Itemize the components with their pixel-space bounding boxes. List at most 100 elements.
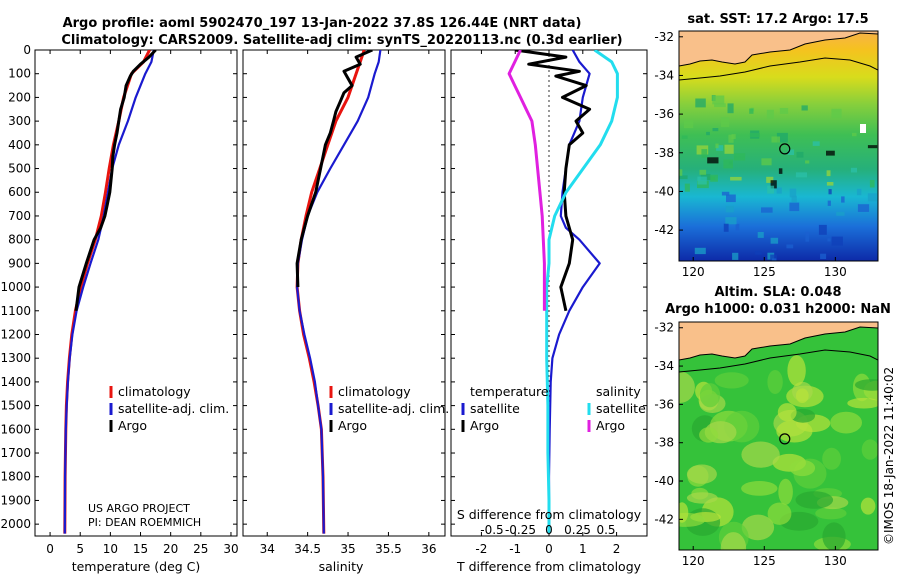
series-line-argo [295, 50, 373, 288]
sst-pixel-blob [857, 204, 870, 212]
map-x-tick-label: 130 [824, 265, 847, 279]
sst-pixel-blob [789, 188, 797, 198]
sst-pixel-blob [771, 136, 780, 143]
sst-pixel-blob [852, 132, 857, 137]
x-tick-label: 5 [76, 542, 84, 556]
sst-pixel-blob [732, 252, 739, 260]
sst-pixel-blob [726, 194, 736, 203]
sst-pixel-blob [869, 179, 875, 188]
y-tick-label: 1000 [0, 280, 31, 294]
sla-anomaly-blob [741, 481, 778, 496]
sla-anomaly-blob [815, 507, 847, 520]
sst-pixel-blob [728, 134, 734, 143]
map-x-tick-label: 125 [753, 554, 776, 568]
map-y-tick-label: -32 [654, 321, 674, 335]
y-tick-label: 1100 [0, 304, 31, 318]
temperature-plot-frame [34, 49, 238, 537]
sst-pixel-blob [723, 223, 729, 232]
s-tick-label: 0.5 [596, 523, 615, 537]
sst-pixel-blob [771, 258, 777, 261]
sst-pixel-blob [867, 145, 878, 149]
sla-anomaly-blob [714, 372, 749, 389]
x-tick-label: 10 [103, 542, 118, 556]
s-tick-label: -0.25 [505, 523, 536, 537]
series-line-s-argo [507, 50, 546, 311]
sst-pixel-blob [694, 247, 706, 255]
sla-anomaly-blob [686, 492, 718, 504]
legend-header-salinity: salinity [596, 384, 641, 399]
map-y-tick-label: -36 [654, 397, 674, 411]
series-line-satellite-adj-clim- [63, 50, 155, 534]
sst-pixel-blob [710, 174, 718, 182]
s-tick-label: 0.25 [564, 523, 591, 537]
y-tick-label: 800 [8, 233, 31, 247]
sla-anomaly-blob [861, 439, 878, 460]
y-tick-label: 300 [8, 114, 31, 128]
sla-anomaly-blob [777, 403, 797, 422]
sst-pixel-blob [720, 117, 730, 127]
shelf-contour [679, 57, 878, 81]
sst-pixel-blob [828, 189, 832, 195]
land-mask [679, 31, 878, 66]
sla-map-title-line1: Altim. SLA: 0.048 [715, 285, 842, 300]
sst-map-image [679, 31, 878, 261]
sst-pixel-blob [715, 143, 719, 149]
sst-pixel-blob [796, 151, 804, 158]
sst-map-panel: sat. SST: 17.2 Argo: 17.5 120 125 130 -32 -3… [654, 12, 879, 279]
sla-map-image [679, 322, 878, 550]
sst-pixel-blob [755, 251, 762, 255]
sla-map-title-line2: Argo h1000: 0.031 h2000: NaN [665, 302, 891, 317]
y-tick-label: 1200 [0, 327, 31, 341]
map-y-tick-label: -32 [654, 30, 674, 44]
sst-pixel-blob [770, 180, 777, 189]
sst-pixel-blob [826, 182, 834, 186]
t-difference-xlabel: T difference from climatology [456, 559, 642, 574]
salinity-axis-ticks: 34 34.5 35 35.5 36 [243, 49, 445, 556]
s-tick-label: -0.5 [480, 523, 503, 537]
sla-anomaly-blob [741, 441, 780, 468]
sst-pixel-blob [820, 253, 827, 259]
temperature-axis-ticks: 0100200300400500600700800900100011001200… [0, 43, 238, 556]
sst-pixel-blob [683, 120, 694, 129]
map-y-tick-label: -38 [654, 436, 674, 450]
x-tick-label: 1 [579, 542, 587, 556]
y-tick-label: 700 [8, 209, 31, 223]
argo-location-marker [779, 143, 791, 155]
sst-map-title: sat. SST: 17.2 Argo: 17.5 [687, 12, 868, 27]
difference-panel: -2 -1 0 1 2 S difference from climatology -0… [450, 49, 648, 574]
sst-pixel-blob [701, 149, 708, 158]
sst-pixel-blob [761, 158, 772, 166]
sst-pixel-blob [827, 200, 831, 206]
sst-pixel-blob [836, 211, 845, 216]
s-difference-label: S difference from climatology [457, 507, 642, 522]
temperature-legend: climatology satellite-adj. clim. Argo [109, 384, 229, 433]
x-tick-label: 35 [340, 542, 355, 556]
sla-anomaly-blob [860, 497, 876, 515]
legend-label-s-argo: Argo [596, 418, 625, 433]
sst-pixel-blob [766, 176, 774, 183]
sst-pixel-blob [723, 159, 733, 169]
sla-anomaly-blob [679, 371, 695, 403]
x-tick-label: -2 [475, 542, 487, 556]
sst-pixel-blob [721, 191, 730, 196]
sla-anomaly-blob [795, 388, 809, 404]
map-y-tick-label: -34 [654, 359, 674, 373]
legend-label-s-satellite: satellite [596, 401, 646, 416]
x-tick-label: 20 [163, 542, 178, 556]
sst-pixel-blob [789, 202, 800, 212]
sla-anomaly-blob [699, 383, 721, 408]
y-tick-label: 400 [8, 138, 31, 152]
missing-data-patch [860, 124, 866, 133]
sst-pixel-blob [735, 223, 740, 231]
sst-pixel-blob [779, 108, 789, 114]
sla-anomaly-blob [854, 379, 878, 391]
sla-anomaly-blob [787, 355, 806, 386]
credit-line-1: US ARGO PROJECT [88, 502, 190, 515]
sst-pixel-blob [795, 172, 807, 178]
sst-gradient-field [679, 31, 878, 261]
sst-map-frame [678, 30, 879, 262]
sla-anomaly-blob [767, 502, 792, 525]
sst-pixel-blob [831, 108, 842, 119]
sst-pixel-blob [716, 145, 724, 151]
